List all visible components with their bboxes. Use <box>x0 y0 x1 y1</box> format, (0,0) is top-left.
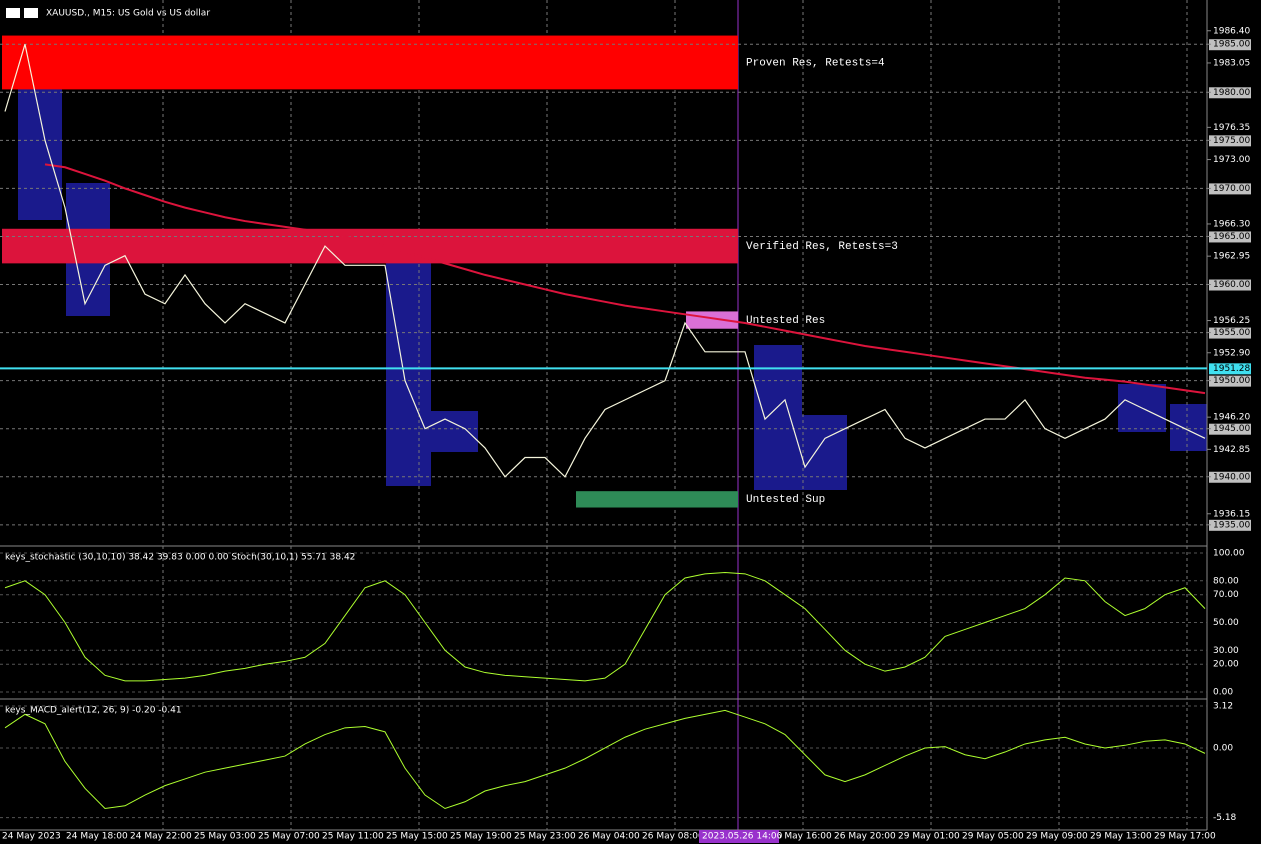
window-title: XAUUSD., M15: US Gold vs US dollar <box>46 9 210 19</box>
time-label: 26 May 08:00 <box>642 832 704 842</box>
cursor-time-box <box>699 830 779 843</box>
price-tick-label: 1965.00 <box>1213 232 1250 242</box>
indicator-tick-label: 100.00 <box>1213 548 1245 558</box>
price-tick-label: 1966.30 <box>1213 219 1250 229</box>
indicator-tick-label: 30.00 <box>1213 646 1239 656</box>
price-tick-label: 1936.15 <box>1213 509 1250 519</box>
time-label: 25 May 03:00 <box>194 832 256 842</box>
tick-box <box>1209 423 1251 435</box>
indicator-tick-label: 3.12 <box>1213 702 1233 712</box>
signal-box <box>1170 404 1207 451</box>
signal-box <box>802 415 847 490</box>
price-tick-label: 1960.00 <box>1213 280 1250 290</box>
current-price-label: 1951.28 <box>1213 364 1250 374</box>
window-icon <box>24 8 38 18</box>
price-tick-label: 1962.95 <box>1213 252 1250 262</box>
time-label: 25 May 23:00 <box>514 832 576 842</box>
signal-box <box>431 411 478 452</box>
time-label: 25 May 07:00 <box>258 832 320 842</box>
price-tick-label: 1945.00 <box>1213 424 1250 434</box>
price-tick-label: 1946.20 <box>1213 413 1250 423</box>
indicator-title: keys_MACD_alert(12, 26, 9) -0.20 -0.41 <box>5 706 182 716</box>
price-tick-label: 1985.00 <box>1213 40 1250 50</box>
time-label: 29 May 05:00 <box>962 832 1024 842</box>
time-label: 24 May 2023 <box>2 832 61 842</box>
tick-box <box>1209 135 1251 147</box>
price-tick-label: 1952.90 <box>1213 348 1250 358</box>
window-icon <box>6 8 20 18</box>
price-tick-label: 1942.85 <box>1213 445 1250 455</box>
tick-box <box>1209 327 1251 339</box>
price-tick-label: 1976.35 <box>1213 123 1250 133</box>
indicator-tick-label: 0.00 <box>1213 688 1233 698</box>
price-line <box>4 44 1206 478</box>
time-label: 29 May 13:00 <box>1090 832 1152 842</box>
time-label: 26 May 20:00 <box>834 832 896 842</box>
indicator-tick-label: 80.00 <box>1213 576 1239 586</box>
price-tick-label: 1986.40 <box>1213 26 1250 36</box>
time-label: 26 May 16:00 <box>770 832 832 842</box>
indicator-tick-label: 20.00 <box>1213 660 1239 670</box>
price-tick-label: 1975.00 <box>1213 136 1250 146</box>
tick-box <box>1209 183 1251 195</box>
indicator-line <box>4 571 1206 682</box>
tick-box <box>1209 279 1251 291</box>
zone <box>576 491 738 508</box>
price-tick-label: 1950.00 <box>1213 376 1250 386</box>
tick-box <box>1209 519 1251 531</box>
tick-box <box>1209 39 1251 51</box>
time-label: 25 May 15:00 <box>386 832 448 842</box>
price-tick-label: 1940.00 <box>1213 472 1250 482</box>
tick-box <box>1209 231 1251 243</box>
tick-box <box>1209 375 1251 387</box>
time-label: 29 May 17:00 <box>1154 832 1216 842</box>
price-tick-label: 1956.25 <box>1213 316 1250 326</box>
time-label: 25 May 11:00 <box>322 832 384 842</box>
tick-box <box>1209 87 1251 99</box>
indicator-tick-label: 50.00 <box>1213 618 1239 628</box>
tick-box <box>1209 471 1251 483</box>
zone <box>2 35 738 90</box>
zone <box>2 228 738 264</box>
zone-label: Untested Sup <box>746 494 825 506</box>
price-tick-label: 1980.00 <box>1213 88 1250 98</box>
time-label: 25 May 19:00 <box>450 832 512 842</box>
zone-label: Untested Res <box>746 315 825 327</box>
indicator-line <box>4 709 1206 810</box>
price-tick-label: 1955.00 <box>1213 328 1250 338</box>
moving-average <box>44 163 1206 395</box>
zone-label: Verified Res, Retests=3 <box>746 241 898 253</box>
price-tick-label: 1973.00 <box>1213 155 1250 165</box>
price-tick-label: 1970.00 <box>1213 184 1250 194</box>
signal-box <box>386 258 431 486</box>
time-label: 24 May 18:00 <box>66 832 128 842</box>
current-price-box <box>1209 363 1251 375</box>
signal-box <box>754 345 802 490</box>
indicator-title: keys_stochastic (30,10,10) 38.42 39.83 0… <box>5 553 355 563</box>
price-tick-label: 1935.00 <box>1213 520 1250 530</box>
cursor-time-label: 2023.05.26 14:00 <box>702 832 783 842</box>
indicator-tick-label: 0.00 <box>1213 743 1233 753</box>
indicator-tick-label: 70.00 <box>1213 590 1239 600</box>
price-tick-label: 1983.05 <box>1213 58 1250 68</box>
time-label: 26 May 04:00 <box>578 832 640 842</box>
time-label: 29 May 01:00 <box>898 832 960 842</box>
zone-label: Proven Res, Retests=4 <box>746 57 885 69</box>
indicator-tick-label: -5.18 <box>1213 813 1237 823</box>
time-label: 24 May 22:00 <box>130 832 192 842</box>
time-label: 29 May 09:00 <box>1026 832 1088 842</box>
